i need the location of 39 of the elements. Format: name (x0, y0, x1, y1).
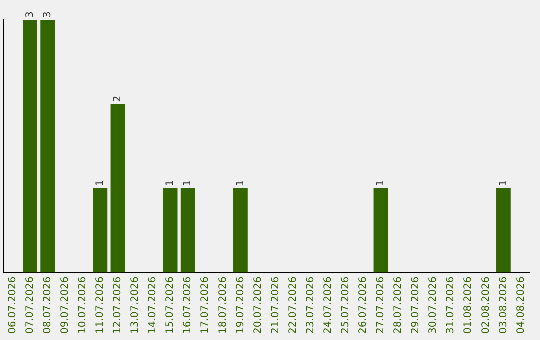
data-label: 1 (182, 180, 194, 186)
x-tick-label: 07.07.2026 (24, 276, 36, 334)
x-tick-label: 20.07.2026 (252, 276, 264, 334)
x-tick-label: 04.08.2026 (516, 276, 527, 334)
data-label: 1 (498, 180, 510, 186)
x-tick-label: 29.07.2026 (410, 276, 422, 334)
data-label: 1 (165, 180, 176, 186)
data-label: 3 (24, 12, 36, 18)
x-tick-label: 03.08.2026 (498, 276, 510, 334)
x-tick-label: 14.07.2026 (148, 276, 159, 334)
x-tick-label: 16.07.2026 (182, 276, 194, 334)
x-tick-label: 26.07.2026 (358, 276, 370, 334)
x-tick-label: 23.07.2026 (305, 276, 316, 334)
x-tick-label: 18.07.2026 (218, 276, 229, 334)
x-tick-label: 17.07.2026 (200, 276, 212, 334)
data-label: 1 (235, 180, 246, 186)
x-tick-label: 12.07.2026 (112, 276, 124, 334)
x-tick-label: 09.07.2026 (60, 276, 71, 334)
x-tick-label: 02.08.2026 (480, 276, 492, 334)
x-tick-label: 19.07.2026 (235, 276, 246, 334)
x-tick-label: 27.07.2026 (376, 276, 387, 334)
x-tick-label: 25.07.2026 (340, 276, 352, 334)
x-tick-label: 31.07.2026 (446, 276, 457, 334)
x-tick-label: 21.07.2026 (270, 276, 282, 334)
x-tick-label: 01.08.2026 (463, 276, 474, 334)
data-label: 1 (376, 180, 387, 186)
x-tick-label: 13.07.2026 (130, 276, 142, 334)
data-label: 3 (42, 12, 54, 18)
x-tick-label: 10.07.2026 (77, 276, 88, 334)
x-tick-label: 30.07.2026 (428, 276, 440, 334)
x-tick-label: 28.07.2026 (393, 276, 404, 334)
data-label: 1 (95, 180, 106, 186)
x-tick-label: 24.07.2026 (322, 276, 334, 334)
x-tick-label: 15.07.2026 (165, 276, 176, 334)
x-tick-label: 11.07.2026 (95, 276, 106, 334)
x-tick-label: 08.07.2026 (42, 276, 54, 334)
x-tick-label: 22.07.2026 (288, 276, 299, 334)
x-tick-label: 06.07.2026 (7, 276, 18, 334)
data-label: 2 (112, 96, 124, 102)
